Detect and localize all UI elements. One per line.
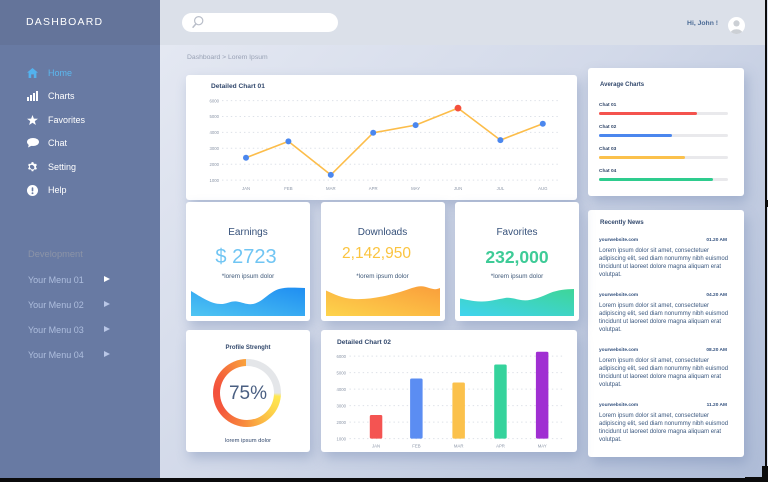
svg-text:FEB: FEB [284, 186, 292, 191]
svg-text:MAY: MAY [411, 186, 420, 191]
svg-text:JUN: JUN [454, 186, 462, 191]
svg-text:AUG: AUG [538, 186, 548, 191]
svg-text:3000: 3000 [336, 403, 346, 408]
svg-text:5000: 5000 [209, 114, 219, 119]
svg-text:6000: 6000 [209, 98, 219, 103]
svg-text:JUL: JUL [497, 186, 505, 191]
svg-text:1000: 1000 [209, 178, 219, 183]
svg-text:MAR: MAR [326, 186, 336, 191]
svg-text:3000: 3000 [209, 146, 219, 151]
svg-text:2000: 2000 [336, 420, 346, 425]
svg-text:2000: 2000 [209, 162, 219, 167]
svg-text:5000: 5000 [336, 370, 346, 375]
svg-text:JAN: JAN [242, 186, 250, 191]
svg-text:4000: 4000 [209, 130, 219, 135]
svg-text:4000: 4000 [336, 387, 346, 392]
svg-text:MAY: MAY [537, 444, 546, 449]
svg-text:APR: APR [496, 444, 505, 449]
svg-text:1000: 1000 [336, 436, 346, 441]
svg-text:6000: 6000 [336, 354, 346, 359]
svg-text:JAN: JAN [371, 444, 379, 449]
svg-text:MAR: MAR [453, 444, 463, 449]
svg-text:APR: APR [369, 186, 378, 191]
svg-text:FEB: FEB [412, 444, 420, 449]
